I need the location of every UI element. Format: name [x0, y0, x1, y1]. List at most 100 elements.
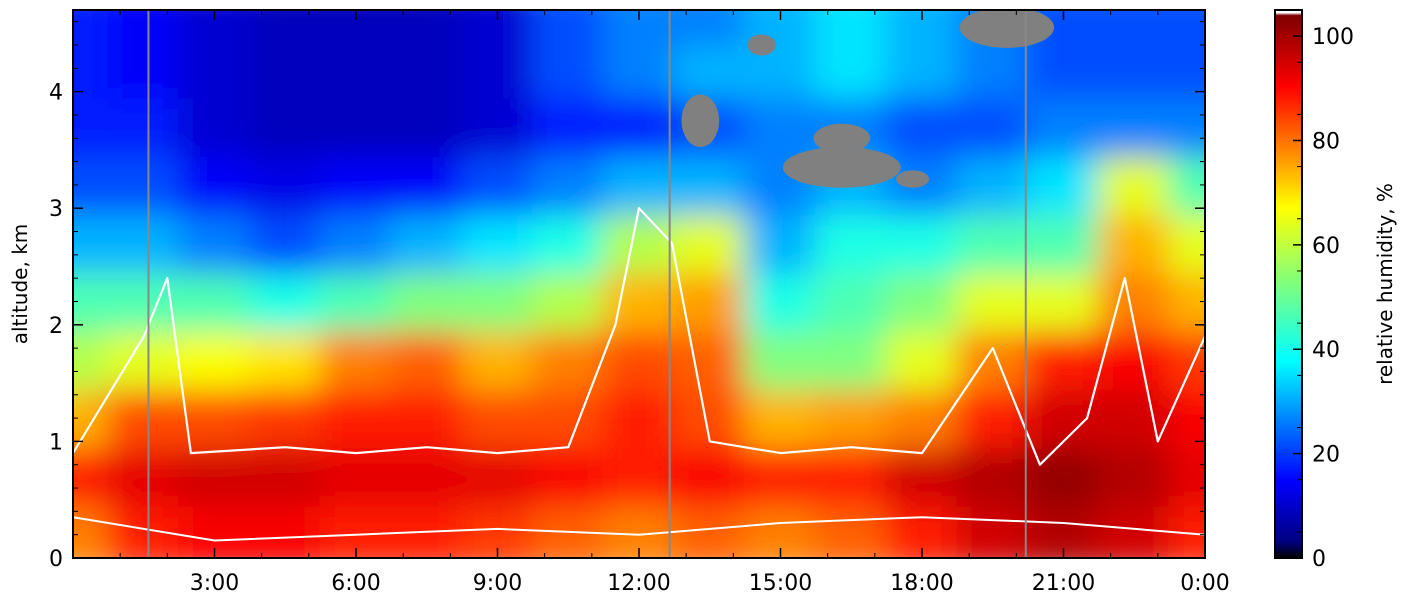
colorbar-tick-label-2: 40 — [1312, 338, 1340, 363]
heatmap-cell-2-5 — [178, 213, 251, 274]
heatmap-cell-3-2 — [248, 387, 322, 449]
heatmap-cell-10-5 — [744, 213, 817, 274]
colorbar-tick-label-4: 80 — [1312, 129, 1340, 154]
no-data-patch-1 — [782, 147, 901, 188]
heatmap-cell-5-4 — [390, 271, 464, 332]
heatmap-cell-15-3 — [1097, 329, 1171, 390]
heatmap-cell-11-1 — [814, 446, 888, 507]
heatmap-cell-8-5 — [602, 213, 676, 274]
heatmap-cell-2-2 — [178, 387, 251, 449]
heatmap-cell-1-6 — [107, 154, 181, 216]
heatmap-cell-8-3 — [602, 329, 676, 390]
x-tick-label-7: 0:00 — [1180, 571, 1229, 596]
x-axis: 3:00 6:00 9:00 12:00 15:00 18:00 21:00 0:00 — [119, 10, 1230, 596]
y-tick-label-4: 4 — [49, 81, 63, 106]
heatmap-cell-11-5 — [814, 213, 888, 274]
heatmap-cell-1-9 — [107, 10, 181, 46]
vertical-markers — [147, 10, 1027, 558]
heatmap-cell-16-3 — [1168, 329, 1205, 390]
heatmap-cell-6-1 — [461, 446, 534, 507]
x-tick-label-6: 21:00 — [1032, 571, 1095, 596]
heatmap-cell-6-7 — [461, 96, 534, 157]
heatmap-cell-16-5 — [1168, 213, 1205, 274]
heatmap-cell-4-8 — [319, 43, 393, 99]
heatmap-cell-0-0 — [73, 504, 110, 558]
heatmap-cell-4-0 — [319, 504, 393, 558]
x-tick-label-4: 15:00 — [749, 571, 812, 596]
heatmap-cell-5-6 — [390, 154, 464, 216]
heatmap-cell-15-5 — [1097, 213, 1171, 274]
heatmap-cell-3-7 — [248, 96, 322, 157]
heatmap-cell-7-8 — [531, 43, 605, 99]
heatmap-cell-6-9 — [461, 10, 534, 46]
heatmap-cell-12-4 — [885, 271, 959, 332]
heatmap-cell-1-4 — [107, 271, 181, 332]
heatmap-cell-16-9 — [1168, 10, 1205, 46]
heatmap-cell-16-4 — [1168, 271, 1205, 332]
heatmap-cell-2-6 — [178, 154, 251, 216]
heatmap-cell-5-5 — [390, 213, 464, 274]
heatmap-cell-16-8 — [1168, 43, 1205, 99]
x-tick-label-3: 12:00 — [607, 571, 670, 596]
heatmap-cell-9-5 — [673, 213, 747, 274]
heatmap-cell-9-9 — [673, 10, 747, 46]
heatmap-cell-0-4 — [73, 271, 110, 332]
heatmap-cell-6-2 — [461, 387, 534, 449]
heatmap-cell-13-1 — [956, 446, 1030, 507]
heatmap-cell-10-0 — [744, 504, 817, 558]
heatmap-cell-3-1 — [248, 446, 322, 507]
heatmap-cell-15-7 — [1097, 96, 1171, 157]
no-data-patch-2 — [959, 10, 1055, 48]
heatmap-cell-4-5 — [319, 213, 393, 274]
heatmap-cell-16-1 — [1168, 446, 1205, 507]
heatmap-cell-5-7 — [390, 96, 464, 157]
heatmap-cell-1-5 — [107, 213, 181, 274]
heatmap-cell-1-7 — [107, 96, 181, 157]
heatmap-cell-12-9 — [885, 10, 959, 46]
heatmap-cell-5-8 — [390, 43, 464, 99]
heatmap-cell-6-4 — [461, 271, 534, 332]
no-data-patch-0 — [681, 94, 720, 147]
heatmap-cell-4-2 — [319, 387, 393, 449]
heatmap-cell-2-9 — [178, 10, 251, 46]
heatmap-cell-0-9 — [73, 10, 110, 46]
heatmap-cell-14-8 — [1027, 43, 1100, 99]
heatmap-cell-1-0 — [107, 504, 181, 558]
heatmap-cell-8-7 — [602, 96, 676, 157]
heatmap-cell-10-3 — [744, 329, 817, 390]
heatmap-cell-5-3 — [390, 329, 464, 390]
heatmap-cell-15-6 — [1097, 154, 1171, 216]
heatmap-cell-8-8 — [602, 43, 676, 99]
heatmap-cell-1-1 — [107, 446, 181, 507]
humidity-contours — [73, 207, 1205, 542]
heatmap-cell-4-1 — [319, 446, 393, 507]
heatmap-cell-4-3 — [319, 329, 393, 390]
heatmap-cell-14-1 — [1027, 446, 1100, 507]
heatmap-cell-8-4 — [602, 271, 676, 332]
heatmap-cell-3-9 — [248, 10, 322, 46]
y-tick-label-2: 2 — [49, 314, 63, 339]
x-tick-label-0: 3:00 — [190, 571, 239, 596]
heatmap-cell-16-6 — [1168, 154, 1205, 216]
humidity-heatmap — [73, 10, 1205, 558]
heatmap-cell-12-2 — [885, 387, 959, 449]
heatmap-cell-9-3 — [673, 329, 747, 390]
x-tick-label-2: 9:00 — [473, 571, 522, 596]
y-tick-label-0: 0 — [49, 547, 63, 572]
heatmap-cell-12-3 — [885, 329, 959, 390]
heatmap-cell-3-4 — [248, 271, 322, 332]
heatmap-cell-7-0 — [531, 504, 605, 558]
colorbar-tick-label-0: 0 — [1312, 547, 1326, 572]
heatmap-cell-15-0 — [1097, 504, 1171, 558]
colorbar-tick-label-5: 100 — [1312, 25, 1354, 50]
heatmap-cell-9-0 — [673, 504, 747, 558]
heatmap-cell-15-8 — [1097, 43, 1171, 99]
heatmap-cell-2-4 — [178, 271, 251, 332]
no-data-patch-3 — [813, 123, 871, 153]
heatmap-cell-12-8 — [885, 43, 959, 99]
heatmap-cell-4-9 — [319, 10, 393, 46]
heatmap-cell-16-7 — [1168, 96, 1205, 157]
heatmap-cell-13-4 — [956, 271, 1030, 332]
heatmap-cell-16-2 — [1168, 387, 1205, 449]
heatmap-cell-1-3 — [107, 329, 181, 390]
